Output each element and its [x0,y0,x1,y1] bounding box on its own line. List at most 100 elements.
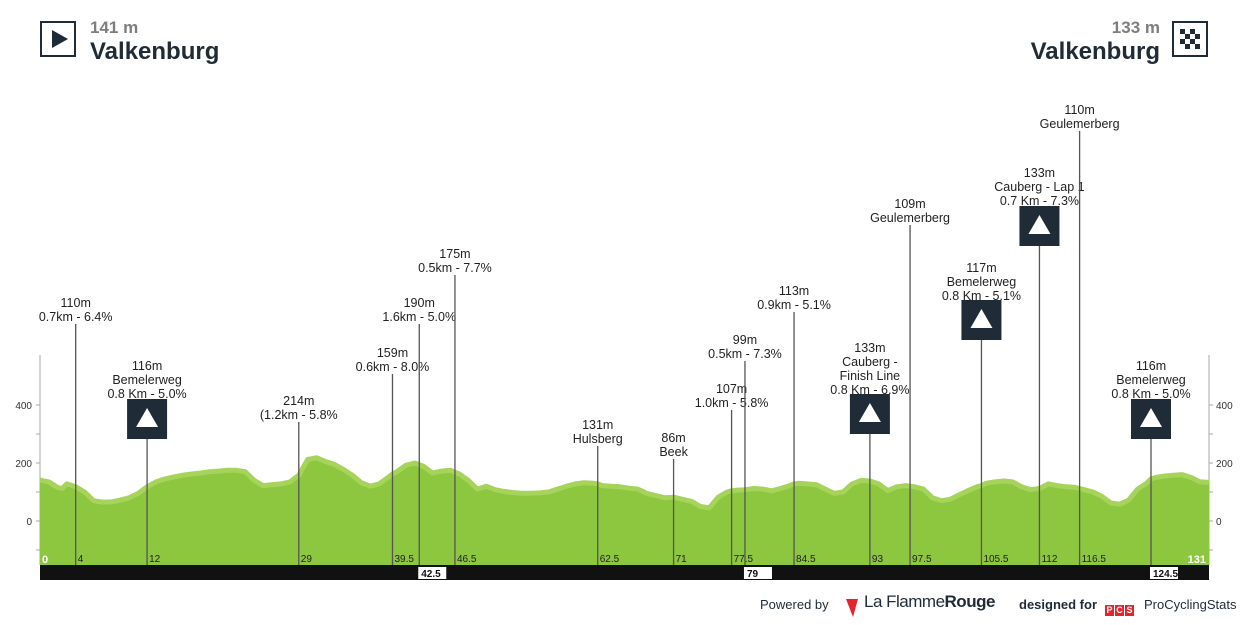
km-label-bg [418,567,447,579]
powered-by-label: Powered by [760,597,829,612]
marker-label: 131m [582,418,613,432]
marker-label: Bemelerweg [947,275,1017,289]
checker-square [1190,39,1195,44]
km-label: 93 [872,554,884,565]
km-label: 12 [149,554,161,565]
marker-label: (1.2km - 5.8% [260,408,338,422]
km-label: 116.5 [1082,554,1107,565]
marker-label: Geulemerberg [870,211,950,225]
mountain-icon [970,309,993,328]
elevation-ridge [39,455,1210,511]
marker-label: 110m [61,296,91,310]
marker-label: Bemelerweg [1116,373,1186,387]
km-label: 79 [747,569,759,580]
marker-label: 190m [404,296,435,310]
marker-label: 0.5km - 7.3% [708,347,782,361]
marker-label: 1.6km - 5.0% [382,310,456,324]
y-tick-label-left: 400 [15,401,32,412]
pcs-badge-letter: C [1115,605,1124,616]
marker-label: Beek [659,445,688,459]
marker-label: 113m [779,284,809,298]
marker-label: 0.6km - 8.0% [356,360,430,374]
marker-label: 133m [1024,166,1055,180]
marker-label: 214m [283,394,314,408]
km-label: 46.5 [457,554,477,565]
checker-square [1195,44,1200,49]
marker-label: 133m [854,341,885,355]
km-label: 29 [301,554,313,565]
designed-for-label: designed for [1019,597,1098,612]
marker-label: 107m [716,382,747,396]
distance-bar [40,565,1209,580]
marker-label: 116m [1136,359,1166,373]
lfr-logo: La FlammeRouge [864,592,995,612]
start-elevation: 141 m [90,18,139,37]
km-label: 97.5 [912,554,932,565]
marker-label: 116m [132,359,162,373]
y-tick-label-right: 400 [1216,401,1233,412]
marker-label: 0.8 Km - 5.0% [1111,387,1190,401]
marker-label: Finish Line [840,369,900,383]
y-tick-label-right: 0 [1216,517,1222,528]
mountain-icon [858,403,881,422]
mountain-icon [1139,408,1162,427]
marker-label: 0.7km - 6.4% [39,310,113,324]
elevation-area [40,457,1209,565]
km-label: 105.5 [983,554,1008,565]
pcs-badge-letter: S [1125,605,1134,616]
marker-label: Hulsberg [573,432,623,446]
km-label: 84.5 [796,554,816,565]
y-tick-label-left: 200 [15,459,32,470]
marker-label: 0.8 Km - 5.0% [107,387,186,401]
km-label: 77.5 [734,554,754,565]
mountain-icon [136,408,159,427]
marker-label: 0.8 Km - 6.9% [830,383,909,397]
km-label: 62.5 [600,554,620,565]
checker-square [1185,44,1190,49]
marker-label: 110m [1064,103,1094,117]
mountain-icon [1028,215,1051,234]
pcs-name: ProCyclingStats [1144,597,1237,612]
checker-square [1185,34,1190,39]
marker-label: Cauberg - [842,355,898,369]
y-tick-label-left: 0 [26,517,32,528]
pcs-badge-letter: P [1105,605,1114,616]
checker-square [1180,39,1185,44]
marker-label: Bemelerweg [112,373,182,387]
km-label: 4 [78,554,84,565]
start-icon [40,21,76,57]
marker-label: 0.7 Km - 7.3% [1000,194,1079,208]
km-start-label: 0 [42,554,48,566]
km-label-bg [743,567,772,579]
km-label: 112 [1041,554,1057,565]
checkered-flag-icon [1172,21,1208,57]
km-label: 71 [676,554,688,565]
finish-elevation: 133 m [1111,18,1160,37]
y-tick-label-right: 200 [1216,459,1233,470]
km-label-bg [1149,567,1178,579]
marker-label: 1.0km - 5.8% [695,396,769,410]
marker-label: 0.8 Km - 5.1% [942,289,1021,303]
marker-label: 159m [377,346,408,360]
km-label: 39.5 [394,554,414,565]
finish-city: Valkenburg [1030,38,1160,65]
marker-label: 99m [733,333,757,347]
marker-label: Cauberg - Lap 1 [994,180,1084,194]
marker-label: 86m [661,431,685,445]
start-city: Valkenburg [90,38,220,65]
km-label: 42.5 [421,569,441,580]
checker-square [1195,34,1200,39]
marker-label: Geulemerberg [1040,117,1120,131]
marker-label: 0.9km - 5.1% [757,298,831,312]
km-end-label: 131 [1188,554,1206,566]
flame-logo-icon [846,599,858,617]
marker-label: 109m [894,197,925,211]
km-label: 124.5 [1153,569,1178,580]
lfr-brand-b: Rouge [944,592,996,611]
marker-label: 117m [966,261,996,275]
marker-label: 0.5km - 7.7% [418,261,492,275]
lfr-brand-a: La Flamme [864,592,945,611]
marker-label: 175m [439,247,470,261]
